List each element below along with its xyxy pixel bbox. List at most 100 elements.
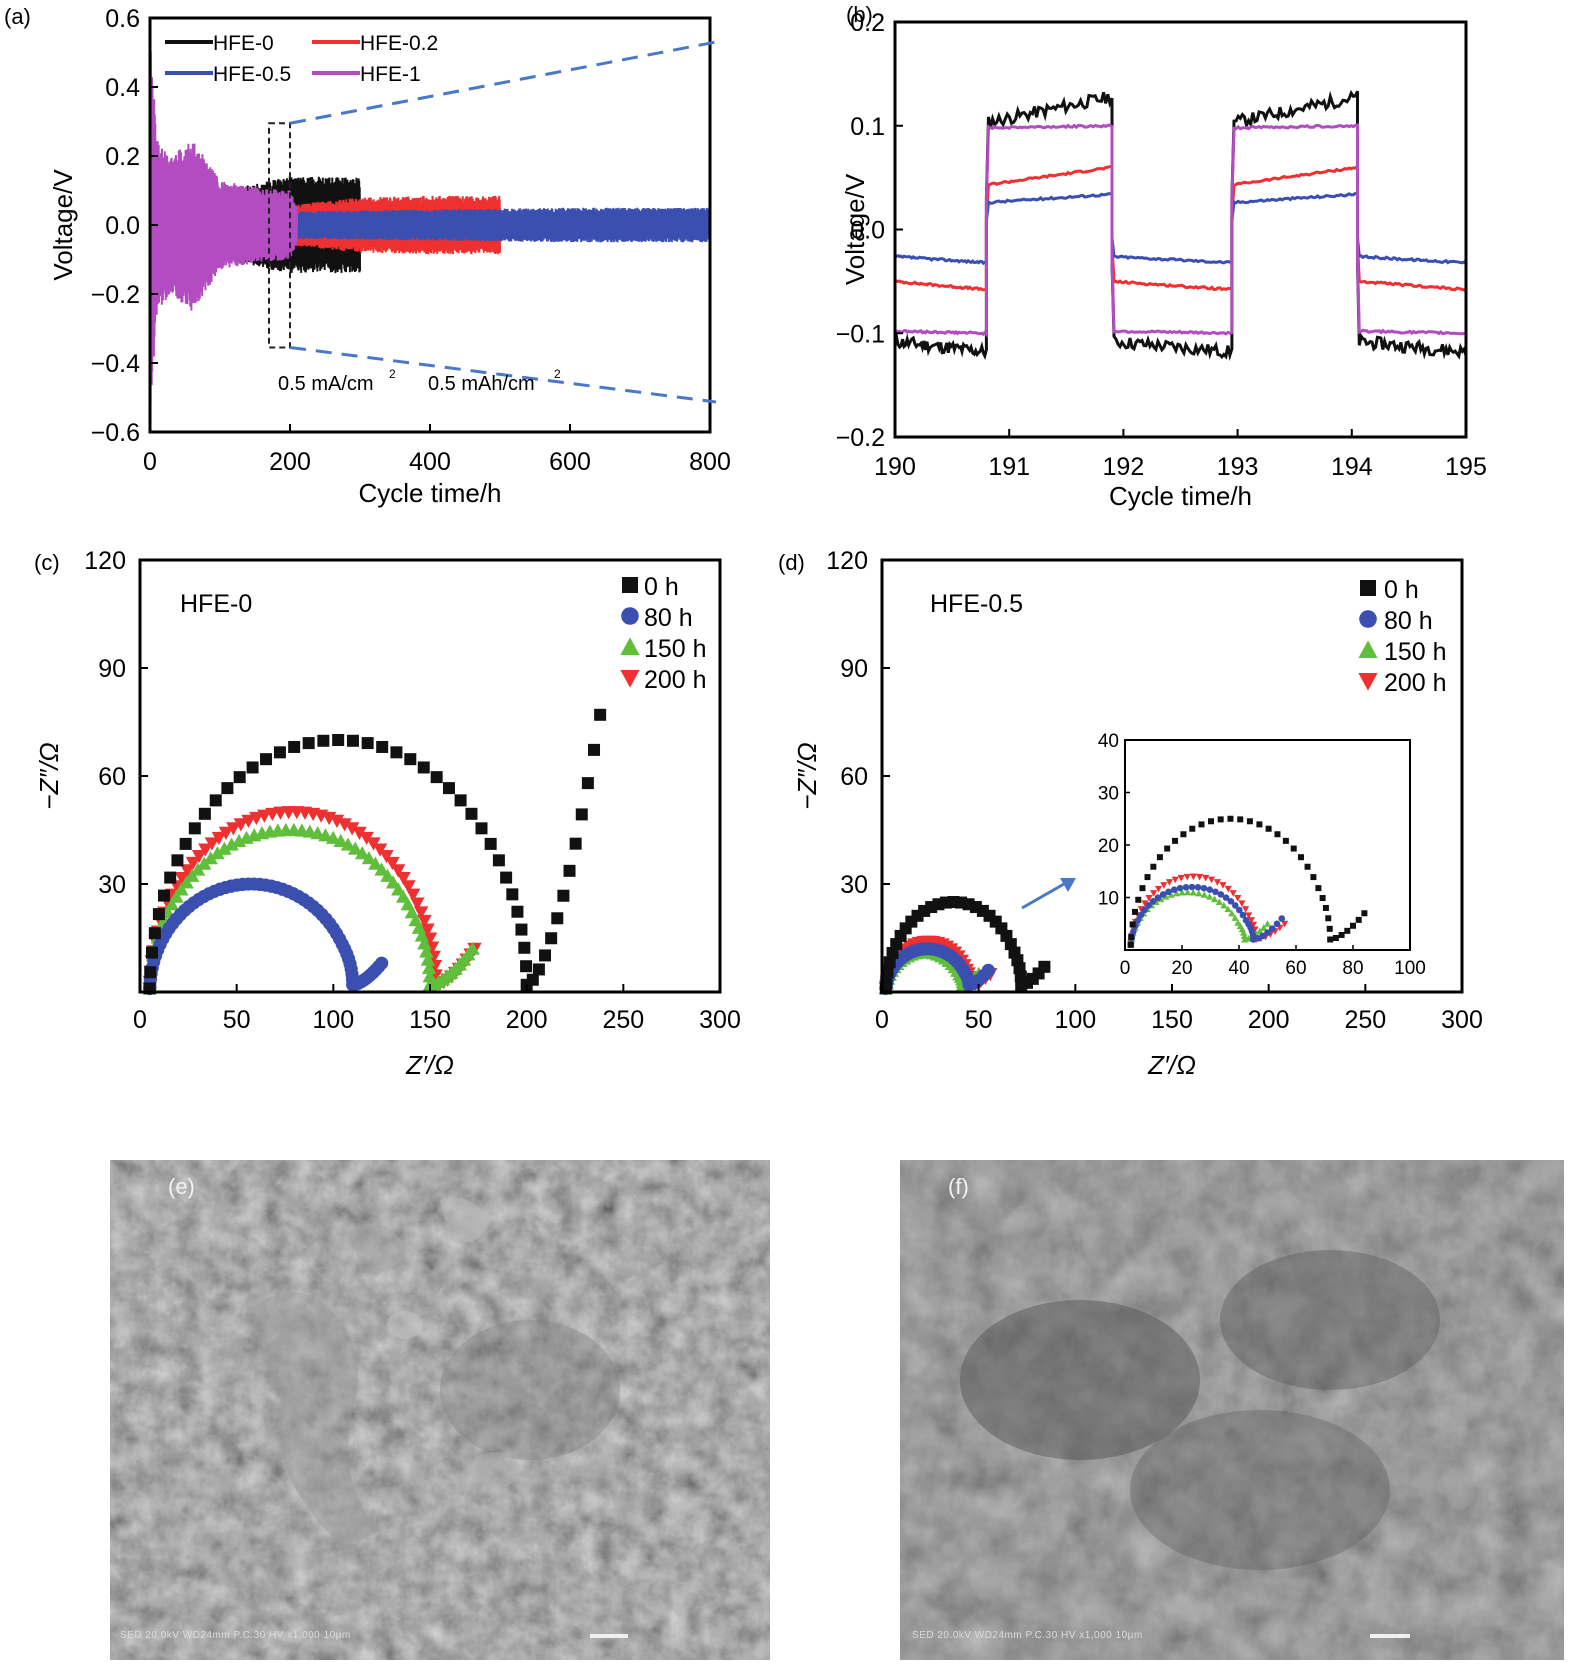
data-point	[396, 872, 411, 886]
data-point	[348, 841, 363, 855]
data-point	[1200, 891, 1208, 898]
data-point	[226, 822, 241, 836]
data-point	[174, 882, 189, 896]
data-point	[1129, 921, 1136, 928]
x-tick-label-c: 150	[409, 1006, 451, 1034]
data-point	[221, 782, 234, 795]
data-point	[257, 809, 272, 823]
x-axis-label-c: Z′/Ω	[405, 1050, 454, 1080]
y-tick-label-b: −0.2	[836, 424, 885, 452]
data-point	[1205, 893, 1214, 900]
data-point	[1200, 884, 1208, 892]
data-point	[317, 734, 330, 747]
data-point	[1325, 915, 1332, 922]
data-point	[198, 807, 211, 820]
data-point	[404, 753, 417, 766]
data-point	[302, 737, 315, 750]
data-point	[204, 837, 220, 851]
x-axis-label-b: Cycle time/h	[1109, 481, 1252, 511]
data-point	[532, 963, 545, 976]
data-point	[1150, 863, 1157, 870]
x-axis-label-a: Cycle time/h	[358, 478, 501, 508]
data-point	[1177, 874, 1185, 882]
data-point	[1361, 910, 1368, 917]
data-point	[185, 856, 201, 871]
data-point	[421, 960, 437, 975]
x-tick-label-a: 0	[143, 448, 157, 476]
sem-meta-e: SED 20.0kV WD24mm P.C.30 HV x1,000 10μm	[120, 1630, 351, 1641]
data-point	[1165, 879, 1174, 886]
data-point	[1128, 934, 1135, 941]
inset-frame	[1124, 739, 1411, 951]
data-point	[1240, 929, 1248, 936]
data-point	[1156, 854, 1163, 861]
data-point	[179, 875, 194, 889]
data-point	[1195, 889, 1203, 897]
series-line-b-hfe-0.2	[894, 163, 1467, 292]
data-point	[1264, 929, 1271, 936]
data-point	[1165, 888, 1172, 896]
data-point	[1170, 886, 1178, 894]
data-point	[520, 960, 533, 973]
data-point	[1038, 960, 1051, 973]
data-point	[1247, 917, 1255, 924]
data-point	[359, 831, 374, 846]
data-point	[1182, 884, 1190, 891]
y-tick-label-c: 120	[84, 547, 126, 575]
data-point	[1359, 610, 1377, 628]
y-tick-label-d: 120	[826, 547, 868, 575]
panel-label-c: (c)	[34, 550, 60, 575]
data-point	[355, 846, 370, 860]
x-tick-label-c: 0	[133, 1006, 147, 1034]
y-tick-label-b: 0.0	[850, 217, 885, 245]
data-point	[551, 912, 564, 925]
annotation-superscript: 2	[389, 367, 396, 381]
data-point	[484, 837, 497, 850]
data-point	[1208, 876, 1216, 884]
data-point	[171, 854, 184, 867]
panel-title-c: HFE-0	[180, 590, 252, 618]
x-tick-label-a: 600	[549, 448, 591, 476]
data-point	[1246, 818, 1253, 825]
data-point	[385, 875, 401, 889]
legend-label: HFE-0.5	[213, 63, 291, 86]
data-point	[1290, 845, 1297, 852]
data-point	[1180, 831, 1187, 838]
data-point	[622, 577, 638, 593]
x-tick-label-a: 400	[409, 448, 451, 476]
data-point	[588, 743, 601, 756]
data-point	[1228, 909, 1236, 917]
data-point	[233, 818, 249, 832]
data-point	[1206, 886, 1214, 894]
y-tick-label-c: 90	[98, 655, 126, 683]
y-axis-label-a: Voltage/V	[48, 169, 78, 281]
data-point	[1195, 873, 1204, 881]
data-point	[1137, 911, 1145, 919]
legend-label: 0 h	[644, 573, 679, 601]
data-point	[1130, 928, 1137, 936]
data-point	[442, 782, 455, 795]
data-point	[1222, 894, 1230, 901]
data-point	[361, 851, 377, 865]
data-point	[1219, 882, 1227, 889]
data-point	[346, 734, 359, 747]
y-tick-label-d: 30	[840, 871, 868, 899]
series-line-b-hfe-0	[893, 89, 1468, 361]
data-point	[344, 822, 360, 836]
data-point	[260, 753, 273, 766]
data-point	[414, 928, 430, 942]
series-line-b-hfe-1	[894, 123, 1467, 338]
panel-b: 190 191 192 193 194 195 0.2 0.1 0.0 −0.1 −0.2 Cycle…	[836, 2, 1487, 511]
data-point	[180, 864, 195, 878]
data-point	[417, 914, 432, 929]
data-point	[1237, 816, 1244, 823]
data-point	[1188, 883, 1196, 891]
data-point	[158, 889, 171, 902]
x-tick-label-b: 193	[1217, 453, 1259, 481]
annotation-current-density: 0.5 mA/cm	[278, 373, 374, 395]
data-point	[1176, 884, 1184, 892]
data-point	[506, 888, 519, 901]
sem-image-e: (e) SED 20.0kV WD24mm P.C.30 HV x1,000 1…	[110, 1160, 770, 1660]
data-point	[340, 837, 356, 851]
data-point	[420, 923, 435, 937]
